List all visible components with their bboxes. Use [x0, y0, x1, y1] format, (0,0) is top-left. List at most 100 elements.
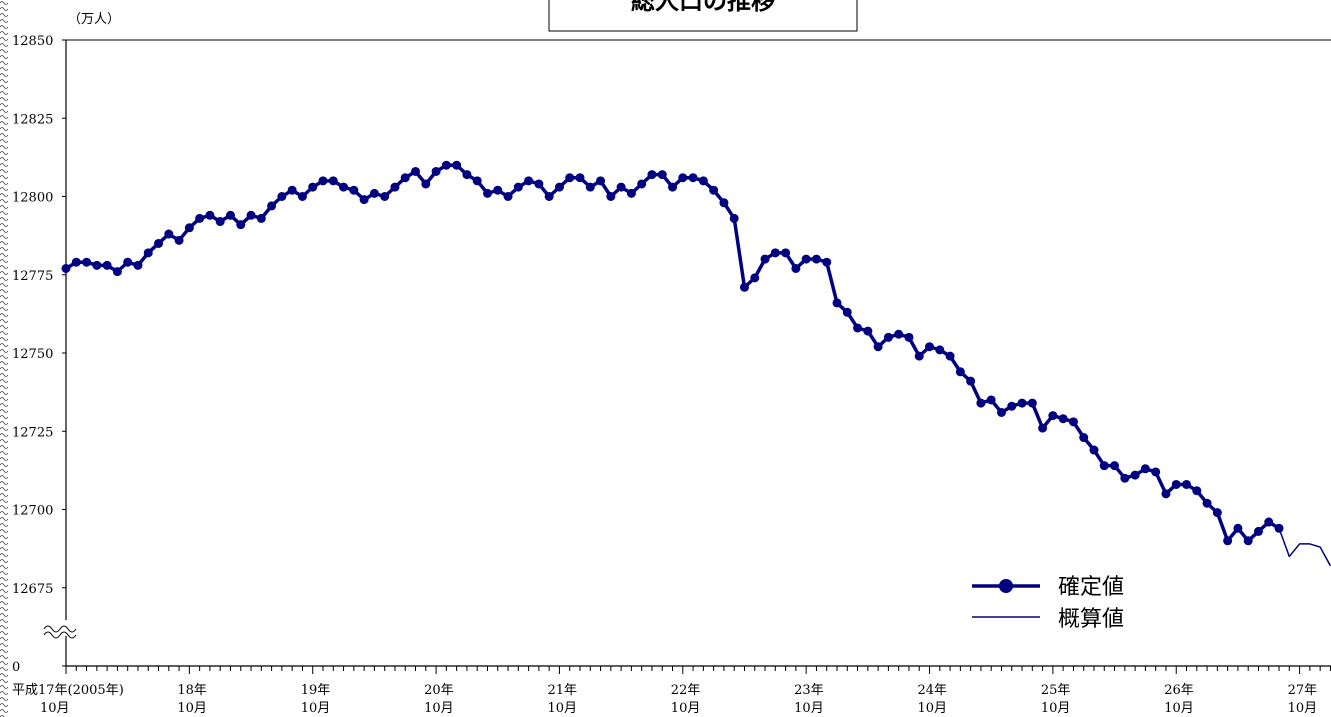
- data-point: [894, 329, 904, 339]
- data-point: [1233, 523, 1243, 533]
- data-point: [1253, 526, 1263, 536]
- x-tick-label-year: 平成17年(2005年): [12, 683, 124, 698]
- series-line-estimated: [1278, 528, 1331, 567]
- data-point: [184, 223, 194, 233]
- data-point: [657, 170, 667, 180]
- x-tick-label-month: 10月: [794, 701, 824, 716]
- data-point: [935, 345, 945, 355]
- x-tick-label-year: 22年: [671, 683, 701, 698]
- data-point: [1140, 464, 1150, 474]
- data-point: [92, 260, 102, 270]
- y-tick-label: 12675: [12, 582, 53, 597]
- data-point: [1212, 508, 1222, 518]
- y-tick-label: 12800: [12, 191, 53, 206]
- x-tick-label-year: 24年: [918, 683, 948, 698]
- x-tick-label-month: 10月: [1164, 701, 1194, 716]
- data-point: [637, 179, 647, 189]
- data-point: [668, 182, 678, 192]
- data-point: [493, 185, 503, 195]
- x-tick-label-month: 10月: [177, 701, 207, 716]
- data-point: [482, 188, 492, 198]
- data-point: [277, 192, 287, 201]
- x-tick-label-month: 10月: [40, 701, 70, 716]
- data-point: [524, 176, 534, 186]
- data-point: [1243, 536, 1253, 546]
- data-point: [626, 188, 636, 198]
- data-point: [1182, 479, 1192, 489]
- data-point: [359, 195, 369, 205]
- legend: 確定値 概算値: [972, 575, 1124, 632]
- data-point: [1192, 486, 1202, 496]
- data-point: [709, 185, 719, 195]
- data-point: [760, 254, 770, 264]
- data-point: [1079, 433, 1089, 443]
- data-point: [431, 166, 441, 176]
- data-point: [143, 248, 153, 258]
- data-point: [853, 323, 863, 333]
- data-point: [606, 192, 616, 201]
- data-point: [986, 395, 996, 405]
- data-point: [102, 260, 112, 270]
- y-tick-label: 12775: [12, 269, 53, 284]
- x-tick-label-month: 10月: [671, 701, 701, 716]
- data-point: [236, 220, 246, 230]
- data-point: [781, 248, 791, 258]
- data-point: [647, 170, 657, 180]
- data-point: [452, 160, 462, 170]
- data-point: [246, 210, 256, 220]
- x-tick-label-year: 21年: [547, 683, 577, 698]
- data-point: [1099, 461, 1109, 471]
- data-point: [308, 182, 318, 192]
- data-point: [339, 182, 349, 192]
- data-point: [955, 367, 965, 377]
- data-point: [1089, 445, 1099, 455]
- y-tick-label: 12850: [12, 34, 53, 49]
- x-tick-label-month: 10月: [547, 701, 577, 716]
- data-point: [441, 160, 451, 170]
- x-tick-label-year: 23年: [794, 683, 824, 698]
- x-tick-label-year: 18年: [177, 683, 207, 698]
- chart-title: 総人口の推移: [631, 0, 775, 15]
- data-point: [750, 273, 760, 283]
- data-point: [801, 254, 811, 264]
- x-tick-label-year: 26年: [1164, 683, 1194, 698]
- data-point: [996, 407, 1006, 417]
- data-point: [883, 332, 893, 342]
- data-point: [863, 326, 873, 336]
- y-axis-ticks: 12850 12825 12800 12775 12750 12725 12700 12675…: [12, 34, 66, 675]
- data-point: [678, 173, 688, 183]
- data-point: [596, 176, 606, 186]
- data-point: [328, 176, 338, 186]
- x-tick-label-month: 10月: [1041, 701, 1071, 716]
- x-axis-ticks: 平成17年(2005年) 10月 18年 10月 19年 10月 20年 10月 21年 10月 2…: [12, 666, 1331, 716]
- data-point: [1038, 423, 1048, 433]
- data-point: [318, 176, 328, 186]
- data-point: [462, 170, 472, 180]
- data-point: [925, 342, 935, 352]
- y-tick-label: 12700: [12, 504, 53, 519]
- legend-item-estimated: 概算値: [972, 607, 1124, 632]
- x-tick-label-month: 10月: [424, 701, 454, 716]
- x-tick-label-month: 10月: [918, 701, 948, 716]
- y-tick-label: 12725: [12, 425, 53, 440]
- data-point: [112, 267, 122, 277]
- y-axis-break-marker: [43, 620, 77, 639]
- data-point: [1058, 414, 1068, 424]
- data-point: [616, 182, 626, 192]
- data-point: [225, 210, 235, 220]
- data-point: [832, 298, 842, 308]
- data-point: [1171, 479, 1181, 489]
- data-point: [349, 185, 359, 195]
- data-point: [729, 213, 739, 223]
- legend-label-estimated: 概算値: [1058, 607, 1124, 632]
- data-point: [380, 192, 390, 201]
- y-tick-label: 12750: [12, 347, 53, 362]
- data-point: [1223, 536, 1233, 546]
- data-point: [842, 307, 852, 317]
- data-point: [1130, 470, 1140, 480]
- x-tick-label-month: 10月: [301, 701, 331, 716]
- x-tick-label-month: 10月: [1288, 701, 1318, 716]
- data-point: [544, 192, 554, 201]
- data-point: [1264, 517, 1274, 527]
